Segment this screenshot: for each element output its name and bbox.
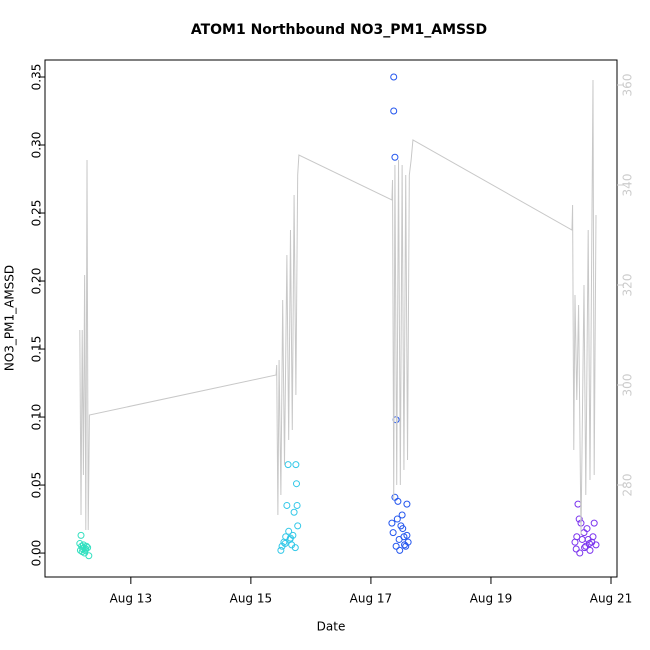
point bbox=[583, 525, 591, 533]
point bbox=[77, 531, 85, 539]
x-tick-label: Aug 19 bbox=[470, 592, 513, 606]
point bbox=[392, 542, 400, 550]
line bbox=[79, 79, 597, 536]
point bbox=[294, 522, 302, 530]
point bbox=[390, 107, 398, 115]
point bbox=[575, 515, 583, 523]
point bbox=[284, 461, 292, 469]
point bbox=[585, 540, 593, 548]
point bbox=[592, 541, 600, 549]
point bbox=[576, 549, 584, 557]
point bbox=[581, 544, 589, 552]
point bbox=[394, 497, 402, 505]
y2-tick-label: 280 bbox=[621, 474, 635, 497]
point bbox=[286, 534, 294, 542]
point bbox=[389, 529, 397, 537]
y2-tick-label: 360 bbox=[621, 74, 635, 97]
x-tick-label: Aug 17 bbox=[350, 592, 393, 606]
point bbox=[396, 546, 404, 554]
y-tick-label: 0.15 bbox=[30, 336, 44, 363]
point bbox=[277, 546, 285, 554]
x-tick-label: Aug 15 bbox=[230, 592, 273, 606]
point bbox=[401, 541, 409, 549]
point bbox=[403, 531, 411, 539]
y-tick-label: 0.05 bbox=[30, 472, 44, 499]
point bbox=[574, 500, 582, 508]
point bbox=[586, 546, 594, 554]
point bbox=[403, 500, 411, 508]
point bbox=[391, 493, 399, 501]
y2-tick-label: 320 bbox=[621, 274, 635, 297]
y-tick-label: 0.20 bbox=[30, 268, 44, 295]
point bbox=[292, 461, 300, 469]
plot-box bbox=[44, 59, 618, 578]
y-tick-label: 0.10 bbox=[30, 404, 44, 431]
point bbox=[572, 545, 580, 553]
point bbox=[291, 544, 299, 552]
point bbox=[285, 527, 293, 535]
y-tick-label: 0.25 bbox=[30, 200, 44, 227]
point bbox=[281, 540, 289, 548]
point bbox=[390, 73, 398, 81]
point bbox=[388, 519, 396, 527]
y-axis-title: NO3_PM1_AMSSD bbox=[3, 265, 17, 371]
y-tick-label: 0.30 bbox=[30, 132, 44, 159]
point bbox=[573, 533, 581, 541]
y2-tick-label: 340 bbox=[621, 174, 635, 197]
point bbox=[391, 153, 399, 161]
point bbox=[293, 501, 301, 509]
x-tick-label: Aug 21 bbox=[590, 592, 633, 606]
point bbox=[398, 511, 406, 519]
y-tick-label: 0.35 bbox=[30, 64, 44, 91]
y-tick-label: 0.00 bbox=[30, 540, 44, 567]
y2-tick-label: 300 bbox=[621, 374, 635, 397]
point bbox=[590, 519, 598, 527]
x-tick-label: Aug 13 bbox=[110, 592, 153, 606]
point bbox=[399, 525, 407, 533]
chart-title: ATOM1 Northbound NO3_PM1_AMSSD bbox=[191, 22, 487, 38]
point bbox=[589, 533, 597, 541]
point bbox=[292, 480, 300, 488]
x-axis-title: Date bbox=[317, 620, 346, 634]
point bbox=[290, 508, 298, 516]
point bbox=[393, 515, 401, 523]
point bbox=[283, 501, 291, 509]
point bbox=[81, 549, 89, 557]
point bbox=[580, 529, 588, 537]
